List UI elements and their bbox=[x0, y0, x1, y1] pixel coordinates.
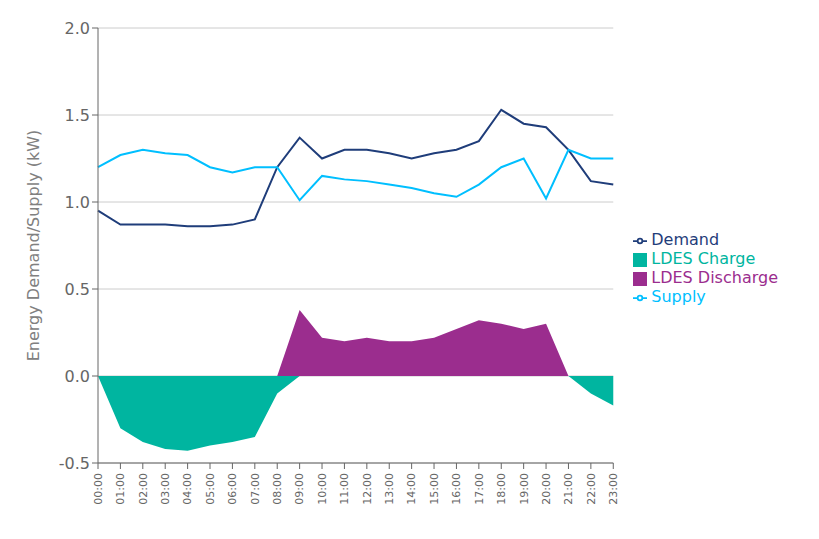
html-text:Supply: Supply bbox=[651, 287, 706, 306]
svg-text:07:00: 07:00 bbox=[249, 473, 262, 505]
svg-text:10:00: 10:00 bbox=[316, 473, 329, 505]
svg-text:Energy Demand/Supply (kW): Energy Demand/Supply (kW) bbox=[24, 130, 43, 362]
svg-text:-0.5: -0.5 bbox=[59, 454, 90, 473]
html-text:LDES Charge: LDES Charge bbox=[651, 249, 756, 268]
svg-text:14:00: 14:00 bbox=[405, 473, 418, 505]
svg-text:22:00: 22:00 bbox=[585, 473, 598, 505]
svg-text:01:00: 01:00 bbox=[114, 473, 127, 505]
svg-text:1.5: 1.5 bbox=[65, 106, 90, 125]
svg-text:12:00: 12:00 bbox=[361, 473, 374, 505]
svg-text:20:00: 20:00 bbox=[540, 473, 553, 505]
svg-text:0.0: 0.0 bbox=[65, 367, 90, 386]
svg-text:04:00: 04:00 bbox=[181, 473, 194, 505]
html-text:Demand: Demand bbox=[651, 230, 720, 249]
svg-text:15:00: 15:00 bbox=[428, 473, 441, 505]
svg-text:2.0: 2.0 bbox=[65, 19, 90, 38]
svg-text:18:00: 18:00 bbox=[495, 473, 508, 505]
svg-text:23:00: 23:00 bbox=[607, 473, 620, 505]
svg-text:03:00: 03:00 bbox=[159, 473, 172, 505]
svg-text:0.5: 0.5 bbox=[65, 280, 90, 299]
svg-text:05:00: 05:00 bbox=[204, 473, 217, 505]
svg-text:11:00: 11:00 bbox=[338, 473, 351, 505]
svg-text:16:00: 16:00 bbox=[450, 473, 463, 505]
svg-text:1.0: 1.0 bbox=[65, 193, 90, 212]
svg-text:00:00: 00:00 bbox=[92, 473, 105, 505]
svg-text:17:00: 17:00 bbox=[473, 473, 486, 505]
svg-text:06:00: 06:00 bbox=[226, 473, 239, 505]
svg-text:02:00: 02:00 bbox=[137, 473, 150, 505]
svg-text:21:00: 21:00 bbox=[562, 473, 575, 505]
svg-text:08:00: 08:00 bbox=[271, 473, 284, 505]
svg-text:13:00: 13:00 bbox=[383, 473, 396, 505]
svg-text:09:00: 09:00 bbox=[293, 473, 306, 505]
svg-text:19:00: 19:00 bbox=[518, 473, 531, 505]
html-text:LDES Discharge: LDES Discharge bbox=[651, 268, 778, 287]
